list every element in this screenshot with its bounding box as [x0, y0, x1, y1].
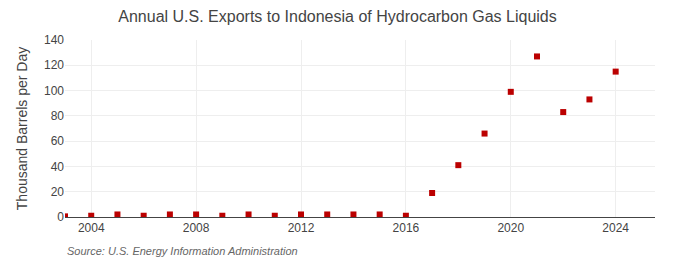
svg-text:2016: 2016 — [393, 221, 420, 235]
svg-text:120: 120 — [44, 58, 64, 72]
svg-text:Source: U.S. Energy Informatio: Source: U.S. Energy Information Administ… — [67, 245, 298, 257]
svg-text:100: 100 — [44, 84, 64, 98]
svg-text:2024: 2024 — [602, 221, 629, 235]
svg-text:Thousand Barrels per Day: Thousand Barrels per Day — [14, 47, 30, 210]
svg-text:140: 140 — [44, 33, 64, 47]
svg-text:2020: 2020 — [497, 221, 524, 235]
svg-text:2012: 2012 — [288, 221, 315, 235]
svg-text:80: 80 — [51, 109, 65, 123]
svg-text:Annual U.S. Exports to Indones: Annual U.S. Exports to Indonesia of Hydr… — [118, 8, 556, 25]
svg-text:0: 0 — [57, 210, 64, 224]
svg-text:40: 40 — [51, 160, 65, 174]
svg-text:2008: 2008 — [183, 221, 210, 235]
svg-text:2004: 2004 — [78, 221, 105, 235]
svg-text:60: 60 — [51, 134, 65, 148]
svg-text:20: 20 — [51, 185, 65, 199]
